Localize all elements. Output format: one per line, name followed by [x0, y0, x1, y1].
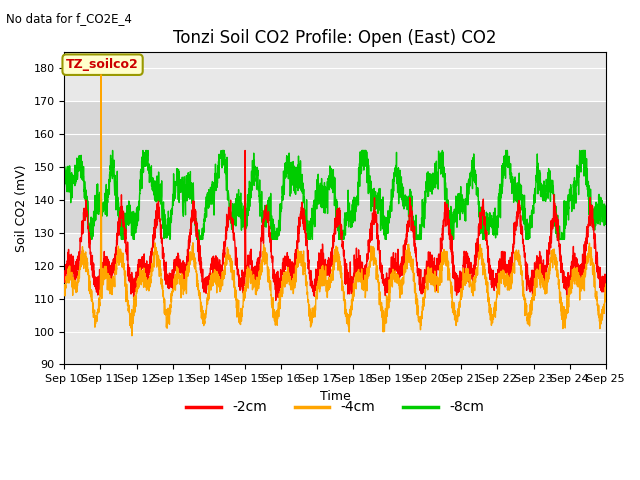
Bar: [65, 101, 605, 233]
Text: TZ_soilco2: TZ_soilco2: [66, 58, 139, 71]
Text: No data for f_CO2E_4: No data for f_CO2E_4: [6, 12, 132, 25]
X-axis label: Time: Time: [319, 390, 351, 403]
Y-axis label: Soil CO2 (mV): Soil CO2 (mV): [15, 164, 28, 252]
Legend: -2cm, -4cm, -8cm: -2cm, -4cm, -8cm: [180, 395, 490, 420]
Title: Tonzi Soil CO2 Profile: Open (East) CO2: Tonzi Soil CO2 Profile: Open (East) CO2: [173, 29, 497, 48]
